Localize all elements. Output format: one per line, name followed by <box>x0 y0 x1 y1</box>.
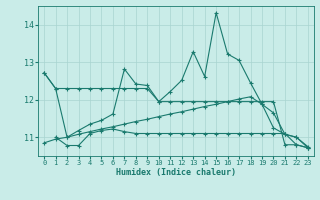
X-axis label: Humidex (Indice chaleur): Humidex (Indice chaleur) <box>116 168 236 177</box>
